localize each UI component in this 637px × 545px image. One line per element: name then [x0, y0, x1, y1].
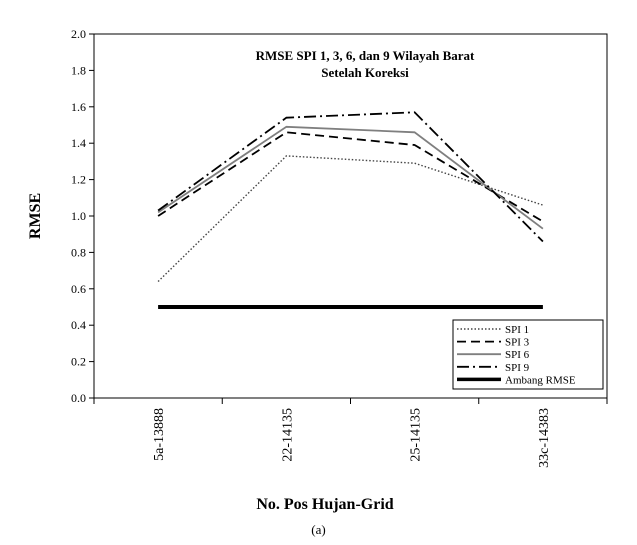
- x-axis-title: No. Pos Hujan-Grid: [256, 496, 393, 513]
- y-tick-label: 2.0: [71, 27, 86, 41]
- legend-label: SPI 1: [505, 324, 529, 336]
- legend-label: SPI 3: [505, 337, 530, 349]
- y-axis-title: RMSE: [27, 193, 44, 239]
- y-tick-label: 0.4: [71, 318, 86, 332]
- y-tick-label: 1.6: [71, 100, 86, 114]
- y-tick-label: 0.2: [71, 355, 86, 369]
- legend-label: SPI 6: [505, 349, 530, 361]
- y-tick-label: 0.6: [71, 282, 86, 296]
- legend-label: SPI 9: [505, 362, 530, 374]
- y-tick-label: 1.4: [71, 136, 86, 150]
- x-tick-label: 33c-14383: [537, 408, 552, 468]
- chart-title: RMSE SPI 1, 3, 6, dan 9 Wilayah Barat: [256, 48, 475, 63]
- legend-label: Ambang RMSE: [505, 374, 576, 386]
- y-tick-label: 0.0: [71, 391, 86, 405]
- y-tick-label: 1.0: [71, 209, 86, 223]
- series-lines: [157, 111, 544, 309]
- y-tick-label: 1.2: [71, 173, 86, 187]
- x-tick-label: 22-14135: [280, 408, 295, 462]
- x-tick-label: 5a-13888: [152, 408, 167, 461]
- figure-caption: (a): [311, 522, 326, 537]
- y-tick-label: 0.8: [71, 245, 86, 259]
- y-axis: 0.0 0.2 0.4 0.6 0.8 1.0 1.2 1.4 1.6 1.8 2.0: [71, 27, 94, 405]
- x-tick-label: 25-14135: [409, 408, 424, 462]
- series-line-spi-3: [157, 131, 544, 223]
- series-line-spi-6: [157, 125, 544, 230]
- x-axis: 5a-13888 22-14135 25-14135 33c-14383: [93, 398, 608, 468]
- y-tick-label: 1.8: [71, 63, 86, 77]
- series-line-spi-9: [157, 111, 544, 243]
- chart-subtitle: Setelah Koreksi: [321, 65, 409, 80]
